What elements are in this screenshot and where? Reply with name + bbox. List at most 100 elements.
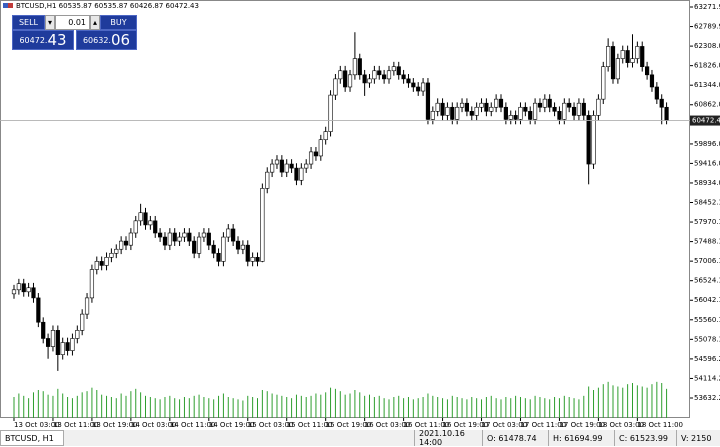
sell-button[interactable]: SELL: [12, 15, 45, 30]
sell-price-big: 43: [47, 31, 67, 49]
candle-body: [323, 131, 328, 141]
candle-body: [615, 58, 620, 80]
lot-down[interactable]: ▾: [45, 15, 55, 30]
candle-body: [557, 111, 562, 120]
candle-body: [406, 78, 411, 84]
candle-body: [206, 232, 211, 246]
candle-body: [357, 58, 362, 76]
candle-body: [143, 212, 148, 226]
buy-price[interactable]: 60632. 06: [76, 30, 137, 50]
candle-body: [386, 70, 392, 80]
candle-body: [304, 163, 309, 169]
candle-body: [586, 115, 591, 165]
candle-body: [313, 151, 319, 157]
status-high: H: 61694.99: [548, 430, 614, 446]
candle-body: [26, 287, 31, 293]
candle-body: [138, 212, 143, 222]
candle-body: [119, 240, 124, 250]
candle-body: [411, 82, 416, 88]
candle-body: [133, 220, 138, 234]
y-tick-label: 59896.06: [694, 140, 720, 148]
buy-button[interactable]: BUY: [100, 15, 137, 30]
status-spacer: [64, 430, 414, 446]
y-tick-label: 62308.00: [694, 42, 720, 50]
sell-price[interactable]: 60472. 43: [12, 30, 74, 50]
x-tick-label: 15 Oct 11:00: [287, 421, 333, 429]
candle-body: [216, 252, 221, 262]
symbol-icon: [8, 3, 13, 8]
chart-tab[interactable]: BTCUSD, H1: [0, 430, 64, 446]
x-tick-label: 18 Oct 11:00: [637, 421, 683, 429]
candle-body: [41, 321, 46, 339]
candle-body: [50, 330, 56, 347]
candle-body: [84, 297, 90, 315]
current-price-label: 60472.43: [692, 117, 720, 125]
candle-body: [649, 74, 655, 88]
chart: BTCUSD,H1 60535.87 60535.87 60426.87 604…: [0, 0, 720, 429]
candle-body: [31, 287, 36, 299]
x-tick-label: 17 Oct 19:00: [559, 421, 605, 429]
candle-body: [620, 50, 625, 59]
x-tick-label: 13 Oct 19:00: [92, 421, 138, 429]
lot-input[interactable]: 0.01: [55, 15, 90, 30]
candle-body: [235, 240, 241, 250]
candle-body: [352, 58, 358, 76]
candle-body: [338, 70, 343, 80]
y-tick-label: 53632.22: [694, 394, 720, 402]
candle-body: [11, 289, 17, 295]
candle-body: [440, 102, 445, 116]
candle-body: [664, 106, 669, 121]
y-tick-label: 60862.04: [694, 101, 720, 109]
y-tick-label: 55078.19: [694, 335, 720, 343]
candle-body: [75, 330, 80, 339]
y-tick-label: 61826.01: [694, 62, 720, 70]
candle-body: [167, 232, 172, 246]
candle-body: [542, 98, 547, 108]
candle-body: [479, 102, 484, 108]
candle-body: [231, 228, 236, 242]
y-tick-label: 59416.08: [694, 159, 720, 167]
candle-body: [114, 248, 119, 254]
candle-body: [284, 163, 289, 173]
candle-body: [469, 111, 474, 116]
candle-body: [162, 236, 168, 246]
candle-body: [89, 269, 95, 299]
candle-body: [289, 163, 294, 169]
lot-up[interactable]: ▴: [90, 15, 100, 30]
candle-body: [430, 111, 435, 120]
status-time: 2021.10.16 14:00: [414, 429, 482, 447]
candle-body: [45, 338, 51, 347]
status-volume: V: 2150: [676, 430, 720, 446]
candle-body: [255, 257, 260, 262]
candle-body: [567, 102, 572, 108]
x-tick-label: 16 Oct 03:00: [365, 421, 411, 429]
buy-price-main: 60632.: [82, 35, 111, 45]
candle-body: [318, 139, 323, 157]
candle-body: [552, 106, 557, 112]
candle-body: [104, 257, 109, 266]
candle-body: [211, 244, 216, 254]
candle-body: [562, 102, 567, 120]
y-tick-label: 54596.20: [694, 355, 720, 363]
candle-body: [128, 232, 133, 246]
candle-body: [489, 106, 494, 112]
candle-body: [343, 70, 348, 88]
x-tick-label: 18 Oct 03:00: [598, 421, 644, 429]
candle-body: [245, 244, 250, 262]
x-tick-label: 14 Oct 03:00: [131, 421, 177, 429]
y-tick-label: 58934.09: [694, 179, 720, 187]
x-tick-label: 14 Oct 19:00: [209, 421, 255, 429]
y-tick-label: 57970.11: [694, 218, 720, 226]
candle-body: [123, 240, 129, 246]
candle-body: [401, 74, 406, 80]
candle-body: [99, 261, 104, 266]
candle-body: [172, 232, 177, 242]
candle-body: [416, 86, 421, 92]
candle-body: [654, 86, 659, 100]
candle-body: [606, 46, 611, 68]
candle-body: [187, 232, 192, 242]
y-tick-label: 57488.12: [694, 238, 720, 246]
candle-body: [265, 171, 270, 189]
x-tick-label: 16 Oct 11:00: [404, 421, 450, 429]
candle-body: [153, 220, 158, 234]
